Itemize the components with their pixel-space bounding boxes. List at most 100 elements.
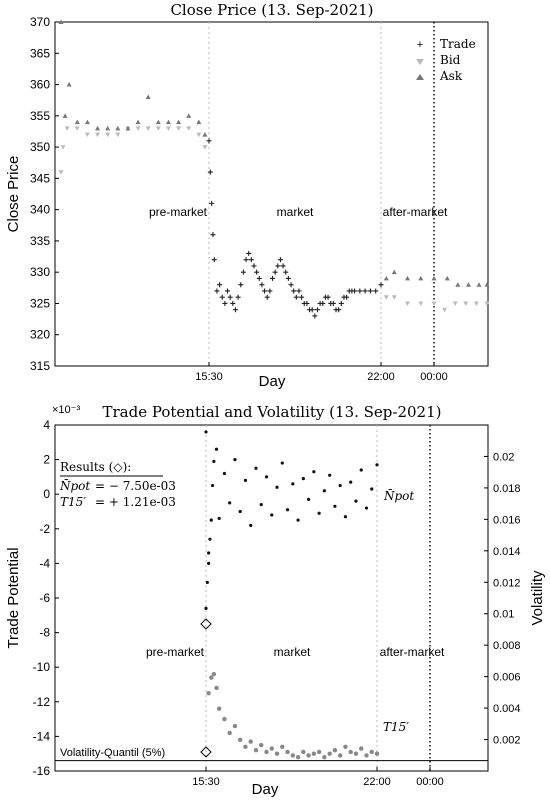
npot-point — [212, 459, 216, 463]
bid-point — [186, 126, 192, 131]
t15-point — [206, 690, 211, 696]
y2-axis-ticks-bottom: 0.002 0.004 0.006 0.008 0.01 0.012 0.014 0.016 0… — [484, 451, 521, 747]
ask-point — [155, 119, 161, 125]
trade-point — [267, 288, 273, 294]
trade-point — [230, 300, 236, 306]
result-diamond-point — [200, 746, 212, 758]
bid-point — [60, 145, 66, 150]
t15-point — [227, 730, 232, 736]
trade-point — [217, 282, 223, 288]
t15-point — [274, 751, 280, 756]
trade-point — [325, 294, 331, 300]
t15-point — [214, 685, 219, 691]
ask-point — [444, 275, 450, 281]
bid-point — [405, 301, 410, 306]
y2-tick-label: 0.006 — [493, 672, 521, 684]
x-tick-label-top: 22:00 — [367, 371, 395, 383]
npot-point — [338, 483, 342, 488]
trade-point — [285, 275, 291, 281]
y-tick-label-bottom: -2 — [39, 522, 50, 536]
ask-point — [105, 125, 111, 131]
y-tick-label-top: 350 — [30, 140, 50, 154]
npot-point — [359, 468, 363, 472]
bid-point — [202, 145, 208, 150]
npot-point — [328, 473, 332, 477]
x-tick-label-bottom: 00:00 — [416, 776, 444, 788]
trade-point — [262, 288, 268, 294]
trade-point — [272, 269, 278, 275]
t15-point — [269, 746, 274, 751]
ask-point — [62, 113, 68, 118]
trade-point — [283, 269, 289, 275]
npot-point — [275, 485, 279, 489]
close-price-panel: Close Price (13. Sep-2021) 3153203253303… — [5, 1, 490, 390]
trade-point — [280, 263, 286, 269]
legend-label-ask: Ask — [439, 69, 463, 83]
trade-point — [378, 282, 384, 288]
results-title: Results (◇): — [60, 460, 131, 474]
t15-point — [290, 753, 296, 758]
npot-point — [364, 506, 369, 510]
t15-point — [337, 753, 343, 758]
npot-point — [301, 477, 305, 481]
y-tick-label-top: 360 — [30, 78, 50, 92]
annotation-market-top: market — [277, 205, 314, 219]
trade-point — [288, 282, 294, 288]
x-tick-label-top: 00:00 — [420, 371, 448, 383]
trade-point — [314, 307, 320, 313]
trade-point — [246, 250, 252, 256]
trade-point — [309, 307, 315, 313]
y2-tick-label: 0.02 — [493, 451, 514, 463]
bid-point — [484, 301, 490, 306]
npot-point — [285, 508, 290, 512]
npot-point — [214, 447, 219, 451]
t15-point — [295, 754, 301, 760]
npot-point — [322, 489, 326, 493]
y-tick-label-bottom: -4 — [39, 556, 50, 570]
trade-point — [293, 294, 299, 300]
npot-point — [349, 480, 353, 484]
trade-point — [248, 257, 254, 263]
y-tick-label-top: 315 — [30, 359, 50, 373]
trade-point — [259, 282, 265, 288]
ask-point — [135, 119, 141, 125]
ask-point — [165, 119, 171, 125]
trade-point — [232, 307, 238, 313]
y-axis-ticks-top: 315 320 325 330 335 340 345 350 355 360 365 370 — [30, 15, 59, 373]
ask-point — [484, 282, 490, 287]
bid-point — [84, 132, 90, 138]
bid-point — [105, 132, 111, 138]
ask-point — [196, 119, 202, 125]
bid-point — [95, 132, 101, 138]
trade-point — [336, 307, 342, 313]
legend-marker-trade: + — [417, 39, 423, 51]
y-axis-scale-label: ×10⁻³ — [52, 404, 80, 416]
trade-point — [214, 288, 220, 294]
y-axis-label-bottom: Trade Potential — [5, 547, 22, 648]
trade-point — [304, 300, 310, 306]
npot-point — [249, 523, 253, 527]
trade-point — [222, 300, 228, 306]
y2-tick-label: 0.004 — [493, 703, 521, 715]
npot-point — [264, 475, 269, 479]
y2-tick-label: 0.008 — [493, 640, 521, 652]
series-label-npot: N̄pot — [383, 488, 414, 503]
ask-point — [74, 119, 80, 125]
t15-point — [359, 746, 364, 751]
ask-point — [405, 275, 410, 281]
trade-point — [373, 288, 379, 294]
trade-point — [225, 288, 231, 294]
x-axis-label-bottom: Day — [252, 781, 279, 798]
ask-point — [391, 269, 397, 275]
bid-point — [383, 295, 389, 300]
y2-axis-label-bottom: Volatility — [529, 570, 546, 626]
trade-point — [352, 288, 358, 294]
x-axis-label-top: Day — [259, 373, 286, 390]
y-tick-label-bottom: -6 — [39, 591, 50, 605]
ask-point — [383, 275, 389, 281]
y-tick-label-top: 345 — [30, 171, 50, 185]
y2-tick-label: 0.014 — [493, 546, 521, 558]
trade-point — [219, 294, 225, 300]
t15-point — [316, 749, 322, 755]
annotation-after-market-bottom: after-market — [380, 645, 445, 659]
